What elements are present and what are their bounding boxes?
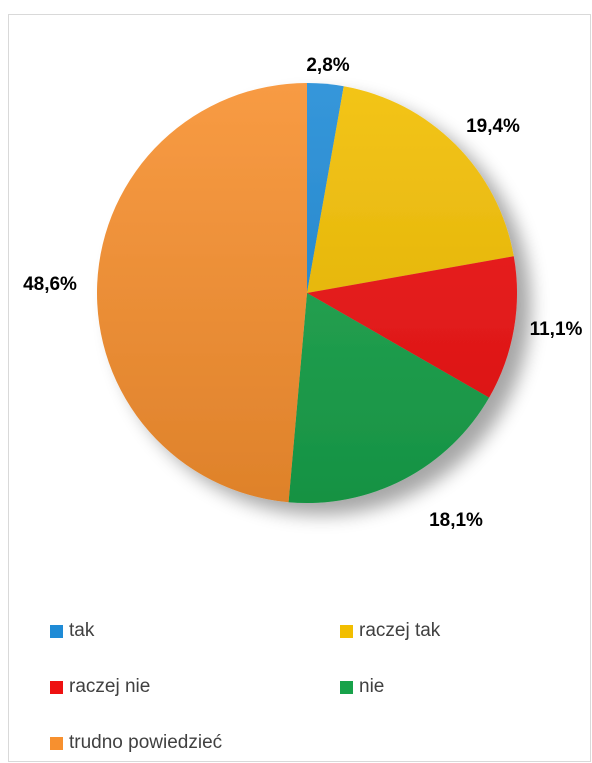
legend-item-nie: nie — [340, 676, 384, 698]
legend-swatch-raczej-nie — [50, 680, 63, 694]
legend-item-tak: tak — [50, 620, 94, 642]
data-label-nie: 18,1% — [429, 510, 483, 531]
legend-swatch-raczej-tak — [340, 624, 353, 638]
pie-sheen — [97, 83, 517, 503]
legend-label-tak: tak — [69, 620, 95, 641]
legend-swatch-nie — [340, 680, 353, 694]
data-label-raczej-nie: 11,1% — [530, 319, 583, 340]
legend-label-nie: nie — [359, 676, 385, 697]
legend-label-raczej-nie: raczej nie — [69, 676, 151, 697]
legend-swatch-tak — [50, 624, 63, 638]
legend-item-raczej-nie: raczej nie — [50, 676, 150, 698]
data-label-trudno-powiedzieć: 48,6% — [23, 274, 77, 295]
data-label-raczej-tak: 19,4% — [466, 116, 520, 137]
legend-label-trudno-powiedziec: trudno powiedzieć — [69, 732, 223, 753]
legend-swatch-trudno-powiedziec — [50, 736, 63, 750]
legend-item-raczej-tak: raczej tak — [340, 620, 440, 642]
legend-label-raczej-tak: raczej tak — [359, 620, 441, 641]
legend-item-trudno-powiedziec: trudno powiedzieć — [50, 732, 222, 754]
data-label-tak: 2,8% — [306, 55, 349, 76]
